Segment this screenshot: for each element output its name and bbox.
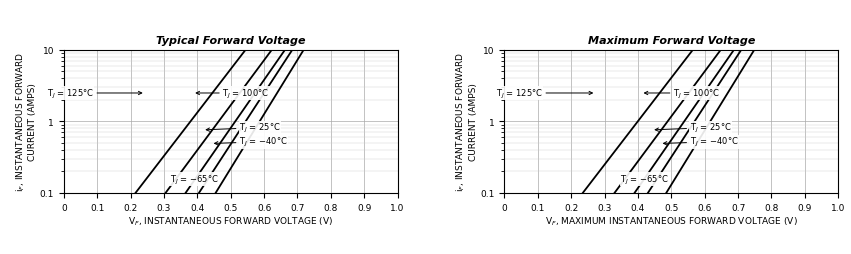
Title: Maximum Forward Voltage: Maximum Forward Voltage: [588, 36, 755, 46]
Text: T$_J$ = 125°C: T$_J$ = 125°C: [47, 87, 142, 100]
Text: T$_J$ = −65°C: T$_J$ = −65°C: [169, 173, 219, 186]
Y-axis label: i$_F$, INSTANTANEOUS FORWARD
CURRENT (AMPS): i$_F$, INSTANTANEOUS FORWARD CURRENT (AM…: [14, 52, 37, 192]
Text: T$_J$ = 25°C: T$_J$ = 25°C: [206, 121, 281, 135]
Y-axis label: i$_F$, INSTANTANEOUS FORWARD
CURRENT (AMPS): i$_F$, INSTANTANEOUS FORWARD CURRENT (AM…: [454, 52, 477, 192]
Text: T$_J$ = −40°C: T$_J$ = −40°C: [664, 136, 739, 149]
X-axis label: V$_F$, MAXIMUM INSTANTANEOUS FORWARD VOLTAGE (V): V$_F$, MAXIMUM INSTANTANEOUS FORWARD VOL…: [545, 214, 797, 227]
Text: T$_J$ = 25°C: T$_J$ = 25°C: [655, 121, 732, 135]
Text: T$_J$ = −40°C: T$_J$ = −40°C: [214, 136, 288, 149]
Text: T$_J$ = 100°C: T$_J$ = 100°C: [644, 87, 720, 100]
Text: T$_J$ = 125°C: T$_J$ = 125°C: [495, 87, 592, 100]
Title: Typical Forward Voltage: Typical Forward Voltage: [156, 36, 306, 46]
Text: T$_J$ = 100°C: T$_J$ = 100°C: [197, 87, 270, 100]
X-axis label: V$_F$, INSTANTANEOUS FORWARD VOLTAGE (V): V$_F$, INSTANTANEOUS FORWARD VOLTAGE (V): [129, 214, 334, 227]
Text: T$_J$ = −65°C: T$_J$ = −65°C: [620, 173, 669, 186]
